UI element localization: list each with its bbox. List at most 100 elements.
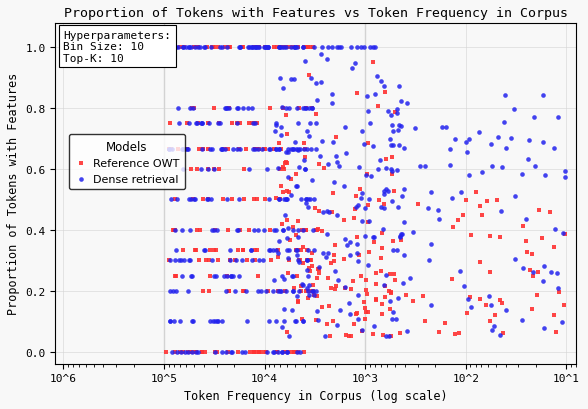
Dense retrieval [529,114,539,121]
Dense retrieval [282,247,292,254]
Dense retrieval [259,257,268,264]
Reference OWT [328,318,338,324]
Reference OWT [325,333,335,340]
Dense retrieval [316,51,326,58]
Dense retrieval [423,206,433,212]
Reference OWT [282,160,292,166]
Reference OWT [332,135,341,141]
Dense retrieval [113,45,122,52]
Dense retrieval [393,111,402,117]
Dense retrieval [295,259,304,265]
Reference OWT [211,348,220,355]
Dense retrieval [269,227,279,234]
Dense retrieval [389,129,398,135]
Dense retrieval [388,309,397,315]
Dense retrieval [254,45,263,52]
Reference OWT [313,226,323,233]
Reference OWT [356,186,365,192]
Dense retrieval [205,318,215,325]
Dense retrieval [292,184,301,190]
Reference OWT [309,282,318,288]
Dense retrieval [94,45,103,52]
Reference OWT [171,348,180,355]
Dense retrieval [237,348,246,355]
Dense retrieval [81,45,91,52]
Dense retrieval [363,93,372,99]
Dense retrieval [246,45,256,52]
Reference OWT [269,146,279,153]
Dense retrieval [510,193,519,200]
Dense retrieval [222,348,231,355]
Reference OWT [289,348,299,355]
Dense retrieval [277,133,286,139]
Reference OWT [169,227,178,234]
Dense retrieval [554,285,563,291]
Reference OWT [276,45,285,52]
Dense retrieval [234,272,243,279]
Dense retrieval [181,348,190,355]
Reference OWT [312,317,321,324]
Reference OWT [182,146,192,153]
Title: Proportion of Tokens with Features vs Token Frequency in Corpus: Proportion of Tokens with Features vs To… [64,7,568,20]
Dense retrieval [457,189,466,196]
Reference OWT [300,227,309,234]
Dense retrieval [298,227,308,234]
Reference OWT [250,121,260,127]
Reference OWT [241,146,250,153]
Dense retrieval [360,45,369,52]
Reference OWT [286,176,296,182]
Reference OWT [188,197,198,203]
Reference OWT [165,121,175,127]
Dense retrieval [222,45,232,52]
Dense retrieval [351,204,360,210]
Dense retrieval [358,190,367,196]
Reference OWT [357,328,366,335]
Reference OWT [486,317,495,324]
Reference OWT [527,306,537,312]
Reference OWT [278,164,288,171]
Dense retrieval [387,113,396,119]
Dense retrieval [205,146,215,153]
Dense retrieval [213,121,223,127]
Dense retrieval [102,45,112,52]
Dense retrieval [192,121,201,127]
Reference OWT [377,245,387,251]
Reference OWT [308,45,318,52]
Reference OWT [449,225,458,231]
Dense retrieval [269,348,279,355]
Reference OWT [253,146,262,153]
Dense retrieval [185,227,195,234]
Reference OWT [225,257,235,264]
Reference OWT [185,348,195,355]
Reference OWT [273,288,283,294]
Dense retrieval [169,45,179,52]
Reference OWT [371,270,380,276]
Dense retrieval [235,45,245,52]
Dense retrieval [322,208,332,214]
Dense retrieval [393,128,402,134]
Dense retrieval [280,212,290,219]
Dense retrieval [553,114,562,121]
Dense retrieval [217,318,226,325]
Reference OWT [386,290,396,296]
Dense retrieval [334,163,343,170]
Reference OWT [303,45,313,52]
Dense retrieval [382,333,391,340]
Reference OWT [249,348,259,355]
Dense retrieval [308,177,317,184]
Dense retrieval [289,146,298,153]
Reference OWT [300,146,310,153]
Dense retrieval [283,255,293,261]
Dense retrieval [302,267,311,273]
Dense retrieval [405,275,415,282]
Dense retrieval [87,45,96,52]
Reference OWT [175,348,185,355]
Dense retrieval [395,83,404,90]
Reference OWT [461,198,470,204]
Dense retrieval [281,197,290,203]
Dense retrieval [222,106,232,112]
Dense retrieval [539,92,548,99]
Dense retrieval [250,146,260,153]
Dense retrieval [192,121,201,127]
Dense retrieval [183,348,193,355]
